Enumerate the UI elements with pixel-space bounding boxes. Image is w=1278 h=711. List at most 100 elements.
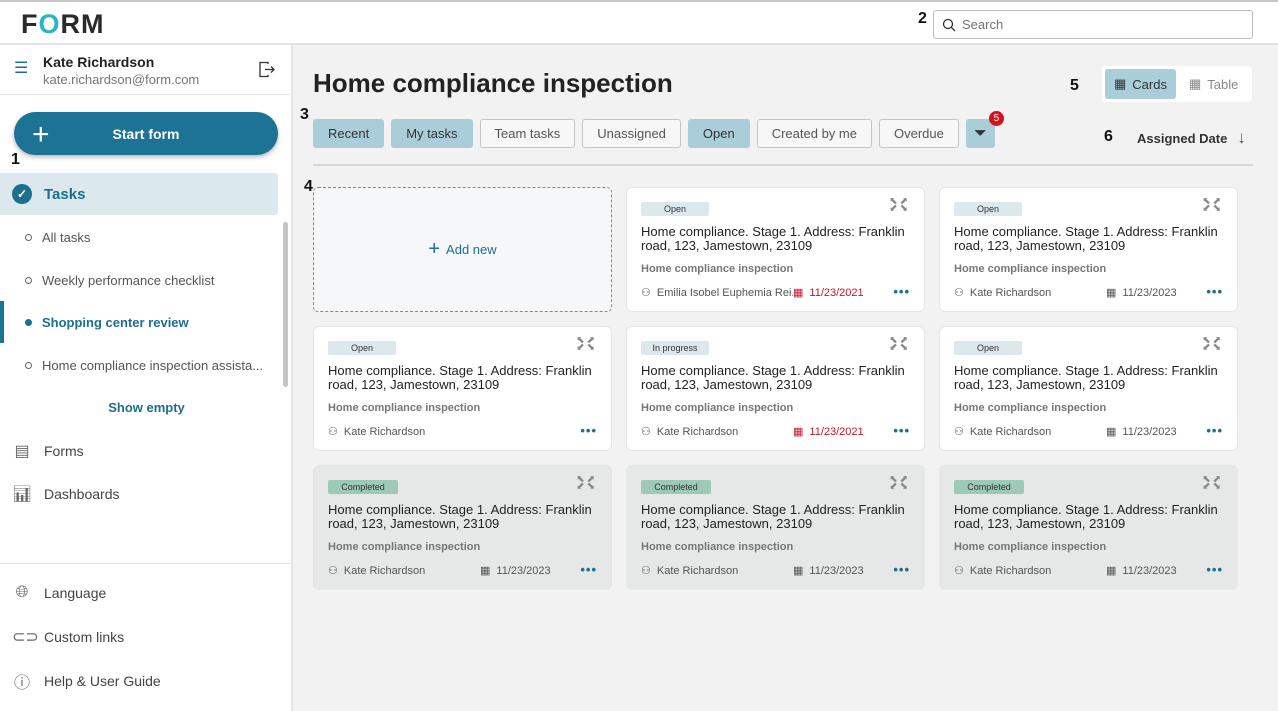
- nav-label: Forms: [44, 443, 84, 459]
- sort-label: Assigned Date: [1137, 130, 1228, 146]
- task-list-shopping-center[interactable]: Shopping center review: [25, 315, 189, 330]
- card-title: Home compliance. Stage 1. Address: Frank…: [641, 502, 905, 531]
- expand-icon[interactable]: ⬉⬈ ⬋⬊: [889, 196, 910, 214]
- date-text: 11/23/2023: [1122, 286, 1177, 299]
- menu-icon[interactable]: ☰: [14, 60, 29, 77]
- help-icon: ⓘ: [13, 675, 30, 692]
- task-card[interactable]: Completed ⬉⬈ ⬋⬊ Home compliance. Stage 1.…: [939, 465, 1238, 590]
- sidebar-scrollbar[interactable]: [283, 222, 288, 387]
- calendar-icon: ▦: [793, 565, 804, 577]
- expand-icon[interactable]: ⬉⬈ ⬋⬊: [576, 335, 597, 353]
- more-options-icon[interactable]: •••: [893, 284, 910, 299]
- expand-icon[interactable]: ⬉⬈ ⬋⬊: [1202, 335, 1223, 353]
- task-card[interactable]: Completed ⬉⬈ ⬋⬊ Home compliance. Stage 1.…: [313, 465, 612, 590]
- more-options-icon[interactable]: •••: [893, 562, 910, 577]
- sort-control[interactable]: Assigned Date ↓: [1137, 128, 1246, 148]
- filter-chip-open[interactable]: Open: [687, 119, 750, 148]
- search-input[interactable]: [962, 17, 1242, 32]
- filter-chip-overdue[interactable]: Overdue: [878, 119, 959, 148]
- filter-chip-created-by-me[interactable]: Created by me: [756, 119, 872, 148]
- task-card[interactable]: Open ⬉⬈ ⬋⬊ Home compliance. Stage 1. Addr…: [626, 187, 925, 312]
- form-logo: FORM: [21, 9, 105, 39]
- logout-icon[interactable]: [258, 61, 275, 78]
- status-badge: Open: [641, 202, 709, 216]
- form-list-icon: ▤: [14, 443, 30, 460]
- status-badge: Open: [954, 341, 1022, 355]
- sidebar-item-dashboards[interactable]: 📊︎ Dashboards: [12, 484, 120, 504]
- status-badge: Open: [328, 341, 396, 355]
- task-list-home-compliance[interactable]: Home compliance inspection assista...: [25, 358, 263, 373]
- expand-icon[interactable]: ⬉⬈ ⬋⬊: [1202, 474, 1223, 492]
- search-box[interactable]: [933, 10, 1253, 39]
- due-date: ▦ 11/23/2023: [480, 564, 551, 578]
- sidebar-item-custom-links[interactable]: ⊂⊃ Custom links: [12, 627, 124, 647]
- filter-chip-my-tasks[interactable]: My tasks: [391, 119, 473, 148]
- date-text: 11/23/2021: [809, 286, 864, 299]
- expand-icon[interactable]: ⬉⬈ ⬋⬊: [889, 335, 910, 353]
- add-new-card[interactable]: + Add new: [313, 187, 612, 312]
- card-title: Home compliance. Stage 1. Address: Frank…: [641, 224, 905, 253]
- annotation-4: 4: [304, 178, 313, 195]
- card-form-name: Home compliance inspection: [641, 402, 794, 414]
- expand-icon[interactable]: ⬉⬈ ⬋⬊: [576, 474, 597, 492]
- bullet-icon: [25, 362, 32, 369]
- task-list-label: Shopping center review: [42, 315, 189, 330]
- user-panel: ☰ Kate Richardson kate.richardson@form.c…: [0, 45, 291, 95]
- task-card[interactable]: In progress ⬉⬈ ⬋⬊ Home compliance. Stage …: [626, 326, 925, 451]
- nav-label: Language: [44, 585, 107, 601]
- user-name: Kate Richardson: [43, 54, 155, 70]
- top-bar: FORM: [0, 0, 1278, 45]
- plus-icon: +: [32, 118, 50, 151]
- dashboard-chart-icon: 📊︎: [12, 486, 33, 503]
- cards-view-button[interactable]: ▦ Cards: [1105, 69, 1176, 99]
- card-form-name: Home compliance inspection: [328, 541, 481, 553]
- table-view-button[interactable]: ▦ Table: [1180, 69, 1247, 99]
- nav-label: Custom links: [44, 629, 125, 645]
- filter-chip-unassigned[interactable]: Unassigned: [582, 119, 681, 148]
- start-form-button[interactable]: + Start form: [14, 112, 278, 155]
- card-title: Home compliance. Stage 1. Address: Frank…: [954, 363, 1218, 392]
- show-empty-link[interactable]: Show empty: [108, 400, 185, 415]
- more-options-icon[interactable]: •••: [1206, 423, 1223, 438]
- sidebar-item-help[interactable]: ⓘ Help & User Guide: [12, 669, 161, 693]
- card-form-name: Home compliance inspection: [641, 263, 794, 275]
- sidebar-divider: [0, 563, 291, 564]
- assignee-name: Emilia Isobel Euphemia Rei...: [656, 286, 793, 299]
- assignee: ⚇ Kate Richardson: [954, 425, 1106, 439]
- filter-chip-team-tasks[interactable]: Team tasks: [479, 119, 576, 148]
- more-options-icon[interactable]: •••: [1206, 562, 1223, 577]
- task-card[interactable]: Open ⬉⬈ ⬋⬊ Home compliance. Stage 1. Addr…: [939, 187, 1238, 312]
- date-text: 11/23/2023: [1122, 425, 1177, 438]
- assignee: ⚇ Kate Richardson: [954, 564, 1106, 578]
- sidebar-item-forms[interactable]: ▤ Forms: [12, 441, 84, 461]
- more-options-icon[interactable]: •••: [893, 423, 910, 438]
- card-form-name: Home compliance inspection: [954, 263, 1107, 275]
- sidebar-item-language[interactable]: 🌐︎ Language: [12, 584, 107, 602]
- assignee-name: Kate Richardson: [656, 564, 739, 577]
- task-card[interactable]: Open ⬉⬈ ⬋⬊ Home compliance. Stage 1. Addr…: [313, 326, 612, 451]
- task-list-weekly[interactable]: Weekly performance checklist: [25, 273, 214, 288]
- card-title: Home compliance. Stage 1. Address: Frank…: [328, 363, 592, 392]
- calendar-icon: ▦: [1106, 426, 1117, 438]
- search-icon: [942, 18, 956, 31]
- task-card[interactable]: Open ⬉⬈ ⬋⬊ Home compliance. Stage 1. Addr…: [939, 326, 1238, 451]
- expand-icon[interactable]: ⬉⬈ ⬋⬊: [889, 474, 910, 492]
- tasks-label: Tasks: [44, 185, 86, 203]
- filter-button[interactable]: ⏷ 5: [965, 111, 1004, 148]
- assignee: ⚇ Kate Richardson: [641, 564, 793, 578]
- card-title: Home compliance. Stage 1. Address: Frank…: [328, 502, 592, 531]
- more-options-icon[interactable]: •••: [1206, 284, 1223, 299]
- task-list-all-tasks[interactable]: All tasks: [25, 230, 90, 245]
- card-footer: ⚇ Kate Richardson ▦ 11/23/2021 •••: [641, 423, 910, 438]
- expand-icon[interactable]: ⬉⬈ ⬋⬊: [1202, 196, 1223, 214]
- more-options-icon[interactable]: •••: [580, 562, 597, 577]
- calendar-icon: ▦: [793, 287, 804, 299]
- user-icon: ⚇: [641, 426, 651, 438]
- card-title: Home compliance. Stage 1. Address: Frank…: [641, 363, 905, 392]
- sidebar-item-tasks[interactable]: ✓ Tasks: [0, 173, 278, 215]
- filter-chip-recent[interactable]: Recent: [313, 119, 385, 148]
- status-badge: Completed: [328, 480, 398, 494]
- calendar-icon: ▦: [793, 426, 804, 438]
- task-card[interactable]: Completed ⬉⬈ ⬋⬊ Home compliance. Stage 1.…: [626, 465, 925, 590]
- more-options-icon[interactable]: •••: [580, 423, 597, 438]
